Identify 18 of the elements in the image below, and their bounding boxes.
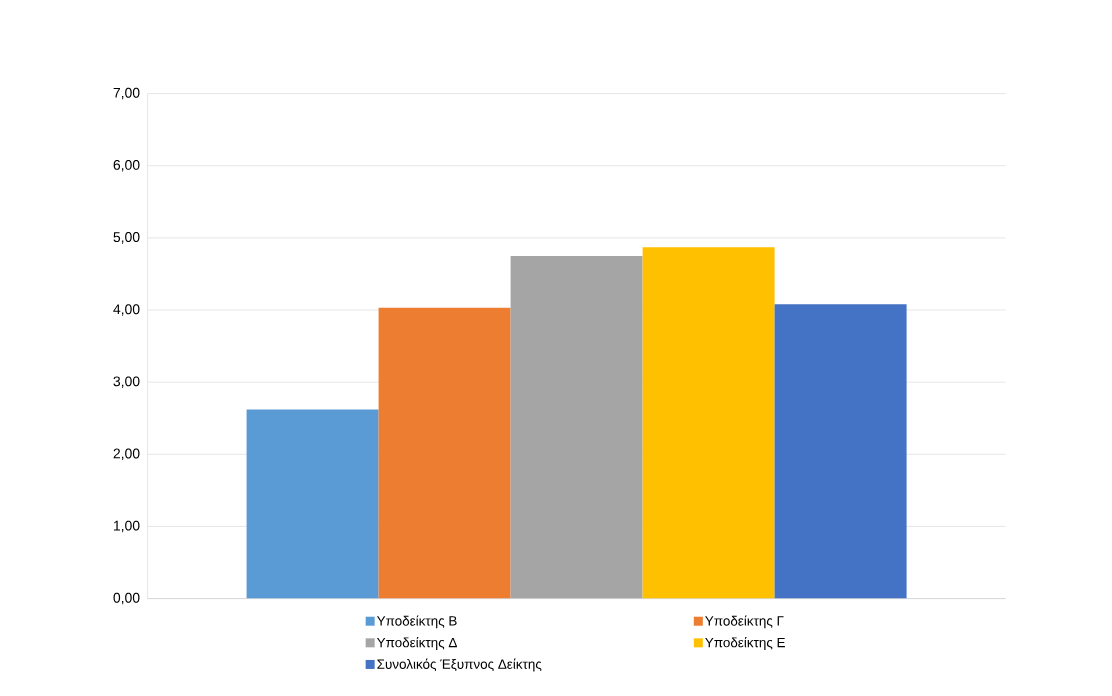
bar — [642, 247, 775, 599]
y-tick-label: 4,00 — [113, 304, 140, 316]
y-tick-label: 3,00 — [113, 376, 140, 388]
bar — [378, 307, 511, 599]
y-tick-label: 6,00 — [113, 159, 140, 172]
legend-label: Συνολικός Έξυπνος Δείκτης — [377, 658, 542, 672]
y-tick-label: 7,00 — [113, 87, 140, 100]
bar — [246, 409, 379, 599]
bar — [510, 255, 643, 599]
legend-label: Υποδείκτης Δ — [376, 637, 457, 650]
y-tick-label: 0,00 — [113, 592, 140, 605]
y-tick-label: 2,00 — [113, 448, 140, 461]
bar — [774, 304, 907, 599]
y-tick-label: 5,00 — [113, 232, 140, 244]
legend-label: Υποδείκτης Ε — [705, 637, 785, 650]
legend-label: Υποδείκτης Β — [376, 615, 457, 629]
y-tick-label: 1,00 — [113, 520, 140, 533]
legend-label: Υποδείκτης Γ — [705, 615, 784, 629]
